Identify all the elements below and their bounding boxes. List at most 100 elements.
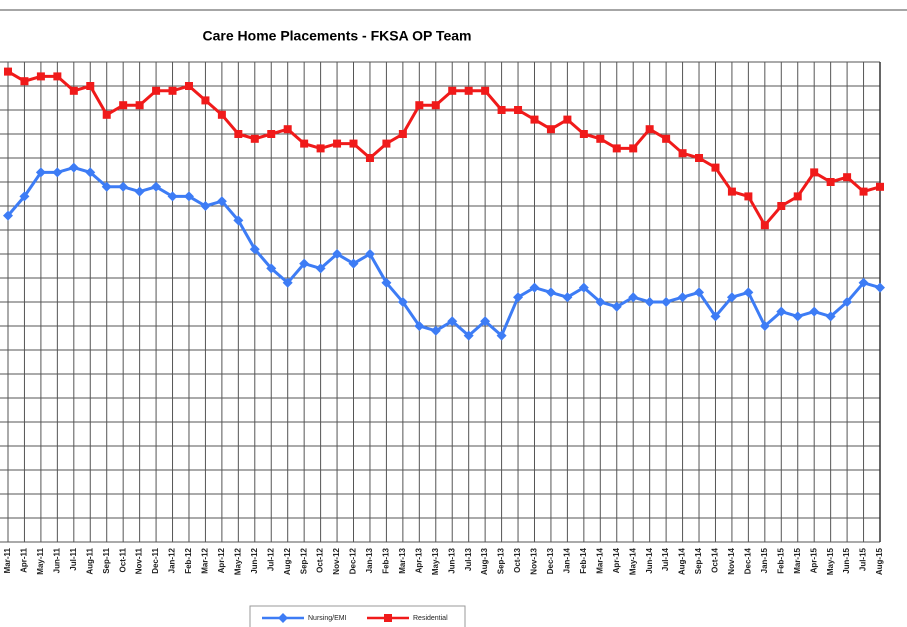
point: [876, 182, 884, 191]
x-tick-label: Aug-14: [678, 547, 687, 575]
legend-box: [249, 605, 466, 627]
x-tick-label: Aug-11: [85, 547, 94, 574]
point: [53, 72, 62, 81]
point: [793, 192, 802, 201]
point: [217, 110, 226, 119]
point: [431, 101, 440, 110]
x-tick-label: Mar-15: [793, 547, 802, 573]
point: [612, 144, 621, 153]
point: [545, 287, 556, 298]
point: [662, 134, 671, 143]
point: [695, 154, 704, 162]
x-tick-label: Dec-12: [349, 547, 358, 574]
point: [481, 86, 490, 95]
x-tick-label: Oct-11: [118, 547, 127, 572]
x-tick-label: Feb-12: [184, 547, 193, 573]
point: [68, 162, 79, 173]
point: [168, 86, 177, 95]
x-tick-label: May-13: [431, 547, 440, 575]
point: [365, 154, 374, 162]
x-tick-label: May-14: [628, 547, 637, 575]
point: [119, 101, 128, 110]
x-tick-label: Jun-14: [645, 547, 654, 573]
point: [316, 144, 325, 153]
point: [562, 292, 573, 303]
x-tick-label: Mar-12: [201, 547, 210, 573]
point: [842, 297, 853, 307]
x-tick-label: Dec-13: [546, 547, 555, 574]
point: [529, 282, 540, 293]
x-tick-label: Nov-11: [135, 547, 144, 574]
x-tick-label: Jun-15: [842, 547, 851, 573]
point: [414, 321, 425, 331]
x-tick-label: Oct-12: [316, 547, 325, 572]
point: [514, 106, 523, 114]
x-tick-label: Mar-11: [3, 547, 12, 573]
x-tick-label: May-12: [233, 547, 242, 575]
point: [859, 187, 868, 196]
point: [694, 287, 705, 298]
point: [677, 292, 688, 303]
legend-label: Nursing/EMI: [308, 615, 347, 622]
x-tick-label: Apr-14: [612, 547, 621, 573]
point: [233, 215, 244, 226]
point: [216, 196, 227, 207]
point: [201, 96, 210, 105]
point: [283, 125, 292, 134]
point: [152, 86, 161, 95]
point: [644, 297, 655, 307]
point: [266, 263, 277, 274]
x-tick-label: Aug-13: [480, 547, 489, 575]
point: [86, 82, 95, 90]
point: [448, 86, 457, 95]
point: [151, 181, 162, 192]
point: [661, 297, 672, 307]
point: [299, 258, 310, 269]
point: [678, 149, 687, 158]
point: [382, 139, 391, 148]
x-tick-label: Feb-15: [776, 547, 785, 573]
x-tick-label: Sep-14: [694, 547, 703, 574]
point: [415, 101, 424, 110]
point: [727, 187, 736, 196]
x-tick-label: Nov-14: [727, 547, 736, 574]
point: [332, 249, 343, 259]
point: [348, 258, 359, 269]
legend-label: Residential: [413, 615, 448, 622]
x-tick-label: Jul-14: [661, 547, 670, 571]
point: [19, 191, 30, 202]
x-tick-label: Jul-11: [69, 547, 78, 570]
point: [69, 86, 78, 95]
point: [364, 249, 375, 259]
point: [349, 139, 358, 148]
point: [530, 115, 539, 124]
point: [200, 201, 211, 211]
x-tick-label: Nov-12: [332, 547, 341, 574]
point: [52, 167, 63, 178]
point: [578, 282, 589, 293]
point: [250, 134, 259, 143]
point: [759, 321, 770, 331]
point: [496, 330, 507, 341]
x-tick-label: Aug-15: [875, 547, 884, 575]
x-tick-label: Mar-13: [398, 547, 407, 573]
x-tick-label: Feb-13: [382, 547, 391, 573]
point: [249, 244, 260, 255]
point: [595, 297, 606, 307]
point: [480, 316, 491, 327]
x-tick-label: Apr-11: [20, 547, 29, 572]
point: [384, 614, 392, 622]
x-tick-label: Sep-13: [497, 547, 506, 574]
point: [464, 86, 473, 95]
point: [843, 173, 852, 182]
point: [282, 277, 293, 288]
point: [628, 292, 639, 303]
point: [546, 125, 555, 134]
point: [167, 191, 178, 202]
x-tick-label: Dec-14: [743, 547, 752, 574]
point: [858, 277, 869, 288]
x-tick-label: May-15: [826, 547, 835, 575]
point: [777, 202, 786, 210]
point: [315, 263, 326, 274]
point: [35, 167, 46, 178]
